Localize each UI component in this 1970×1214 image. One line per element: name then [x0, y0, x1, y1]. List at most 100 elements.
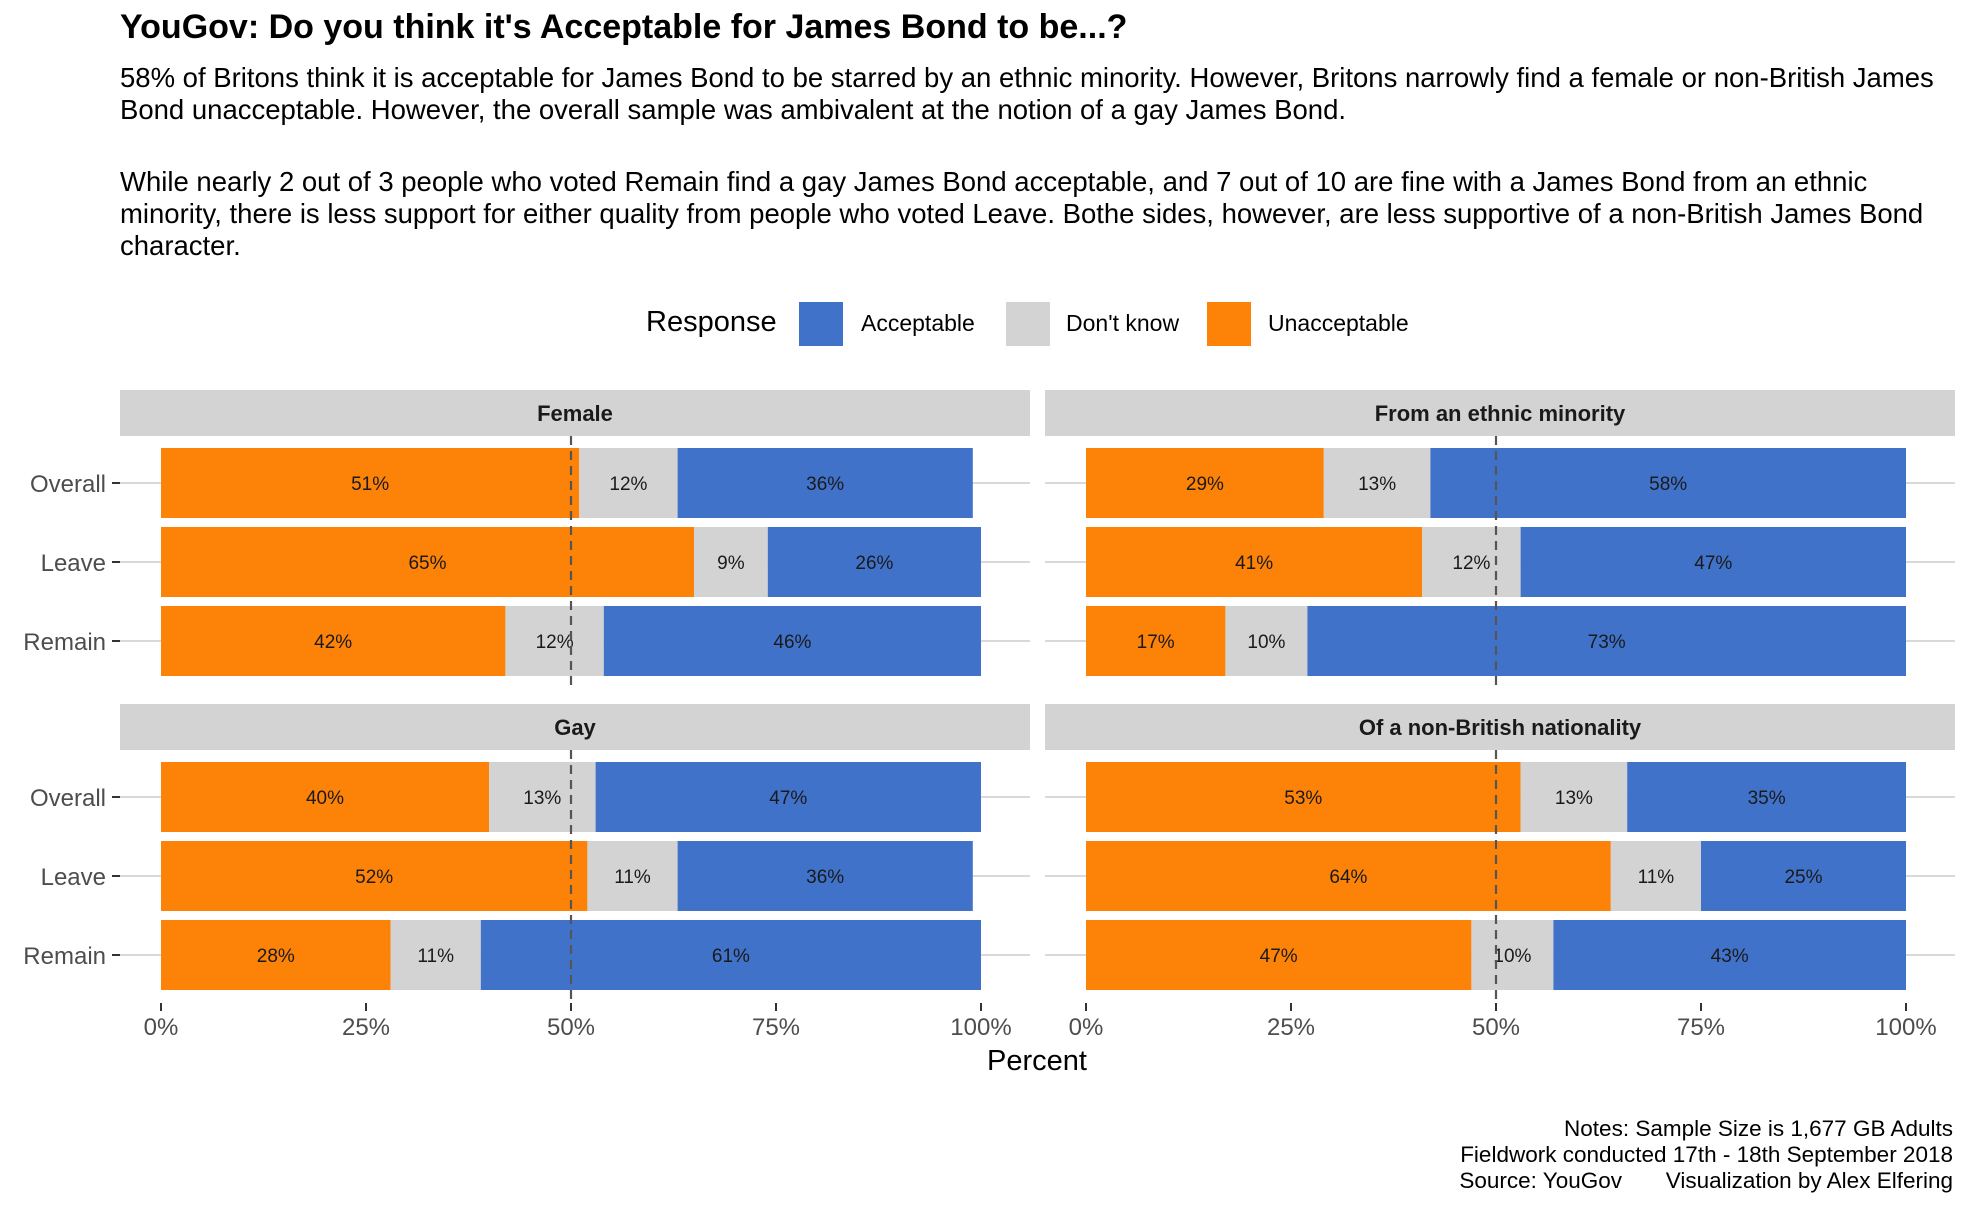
data-label-unacceptable-remain: 28%: [257, 946, 295, 967]
facet-strip-of-a-non-british-nationality: [1045, 704, 1955, 750]
bar-unacceptable-leave: [161, 527, 694, 597]
data-label-don-t-know-leave: 11%: [1638, 867, 1675, 888]
bar-acceptable-overall: [595, 762, 981, 832]
bar-acceptable-remain: [1553, 920, 1906, 990]
bar-don-t-know-overall: [1323, 448, 1431, 518]
data-label-unacceptable-overall: 40%: [306, 788, 344, 809]
bar-don-t-know-overall: [579, 448, 678, 518]
bar-acceptable-leave: [677, 841, 973, 911]
data-label-unacceptable-remain: 42%: [314, 632, 352, 653]
bar-acceptable-leave: [767, 527, 981, 597]
subtitle-paragraph-1: 58% of Britons think it is acceptable fo…: [120, 62, 1934, 125]
bar-acceptable-overall: [1430, 448, 1906, 518]
note-source: Source: YouGov Visualization by Alex Elf…: [1459, 1168, 1953, 1193]
legend-key-unacceptable: [1207, 302, 1251, 346]
data-label-unacceptable-leave: 52%: [355, 867, 393, 888]
bar-acceptable-remain: [1307, 606, 1906, 676]
bar-acceptable-overall: [677, 448, 973, 518]
legend-title: Response: [646, 306, 777, 338]
data-label-don-t-know-leave: 12%: [1452, 553, 1490, 574]
data-label-acceptable-remain: 46%: [773, 632, 811, 653]
data-label-don-t-know-leave: 9%: [717, 553, 745, 574]
data-label-acceptable-overall: 58%: [1649, 474, 1687, 495]
y-tick-label-leave: Leave: [41, 864, 106, 891]
x-tick-label-0: 0%: [144, 1014, 179, 1041]
y-tick-label-remain: Remain: [23, 943, 106, 970]
bar-don-t-know-overall: [489, 762, 596, 832]
data-label-acceptable-leave: 47%: [1694, 553, 1732, 574]
bar-unacceptable-remain: [1086, 606, 1226, 676]
y-tick-label-remain: Remain: [23, 629, 106, 656]
data-label-acceptable-leave: 25%: [1784, 867, 1822, 888]
data-label-don-t-know-remain: 10%: [1493, 946, 1531, 967]
facet-title-female: Female: [537, 401, 613, 426]
data-label-unacceptable-remain: 47%: [1260, 946, 1298, 967]
bar-acceptable-remain: [603, 606, 981, 676]
bar-unacceptable-leave: [1086, 841, 1611, 911]
chart-notes: Notes: Sample Size is 1,677 GB Adults Fi…: [1459, 1116, 1953, 1194]
x-tick-label-50: 50%: [1472, 1014, 1520, 1041]
data-label-unacceptable-remain: 17%: [1137, 632, 1175, 653]
data-label-don-t-know-overall: 13%: [1555, 788, 1593, 809]
x-tick-label-75: 75%: [1677, 1014, 1725, 1041]
data-label-unacceptable-leave: 41%: [1235, 553, 1273, 574]
bar-unacceptable-leave: [161, 841, 588, 911]
data-label-don-t-know-remain: 10%: [1247, 632, 1285, 653]
bar-acceptable-leave: [1701, 841, 1906, 911]
data-label-acceptable-leave: 36%: [806, 867, 844, 888]
bar-don-t-know-remain: [390, 920, 481, 990]
x-tick-label-75: 75%: [752, 1014, 800, 1041]
facet-title-gay: Gay: [554, 715, 596, 740]
data-label-don-t-know-remain: 12%: [536, 632, 574, 653]
data-label-don-t-know-leave: 11%: [614, 867, 651, 888]
chart-title: YouGov: Do you think it's Acceptable for…: [120, 8, 1128, 46]
bar-don-t-know-leave: [1610, 841, 1701, 911]
data-label-acceptable-remain: 43%: [1711, 946, 1749, 967]
bar-don-t-know-remain: [1471, 920, 1554, 990]
x-tick-label-25: 25%: [342, 1014, 390, 1041]
bar-unacceptable-leave: [1086, 527, 1423, 597]
x-tick-label-0: 0%: [1069, 1014, 1104, 1041]
bar-unacceptable-remain: [161, 606, 506, 676]
bar-unacceptable-overall: [161, 448, 580, 518]
x-axis-title: Percent: [987, 1045, 1087, 1077]
data-label-don-t-know-overall: 13%: [1358, 474, 1396, 495]
bar-don-t-know-leave: [587, 841, 678, 911]
bar-unacceptable-overall: [161, 762, 489, 832]
x-tick-label-25: 25%: [1267, 1014, 1315, 1041]
bar-acceptable-leave: [1520, 527, 1906, 597]
data-label-acceptable-remain: 73%: [1588, 632, 1626, 653]
y-tick-label-overall: Overall: [30, 785, 106, 812]
legend-label-acceptable: Acceptable: [861, 310, 975, 336]
bar-unacceptable-remain: [161, 920, 391, 990]
panel-from-an-ethnic-minority: From an ethnic minority 29% 13% 58% 41% 12% 47…: [1045, 390, 1955, 689]
data-label-don-t-know-overall: 12%: [609, 474, 647, 495]
bar-don-t-know-leave: [694, 527, 768, 597]
data-label-unacceptable-overall: 51%: [351, 474, 389, 495]
data-label-don-t-know-remain: 11%: [417, 946, 454, 967]
bar-don-t-know-leave: [1422, 527, 1521, 597]
bar-don-t-know-remain: [1225, 606, 1308, 676]
x-tick-label-100: 100%: [950, 1014, 1011, 1041]
facet-strip-female: [120, 390, 1030, 436]
x-tick-label-100: 100%: [1875, 1014, 1936, 1041]
legend-label-dont-know: Don't know: [1066, 310, 1180, 336]
facet-strip-from-an-ethnic-minority: [1045, 390, 1955, 436]
legend-label-unacceptable: Unacceptable: [1268, 310, 1409, 336]
data-label-acceptable-leave: 26%: [855, 553, 893, 574]
y-tick-label-overall: Overall: [30, 471, 106, 498]
panel-female: Female 51% 12% 36% 65% 9% 26% 42% 12% 46% Overall L…: [23, 390, 1030, 689]
data-label-acceptable-remain: 61%: [712, 946, 750, 967]
facet-title-from-an-ethnic-minority: From an ethnic minority: [1375, 401, 1626, 426]
note-fieldwork: Fieldwork conducted 17th - 18th Septembe…: [1460, 1142, 1953, 1167]
bar-acceptable-remain: [480, 920, 981, 990]
note-sample-size: Notes: Sample Size is 1,677 GB Adults: [1564, 1116, 1953, 1141]
bar-unacceptable-remain: [1086, 920, 1472, 990]
x-tick-label-50: 50%: [547, 1014, 595, 1041]
legend-key-dont-know: [1006, 302, 1050, 346]
legend-key-acceptable: [799, 302, 843, 346]
bar-don-t-know-remain: [505, 606, 604, 676]
facet-strip-gay: [120, 704, 1030, 750]
subtitle-paragraph-2: While nearly 2 out of 3 people who voted…: [120, 166, 1924, 261]
